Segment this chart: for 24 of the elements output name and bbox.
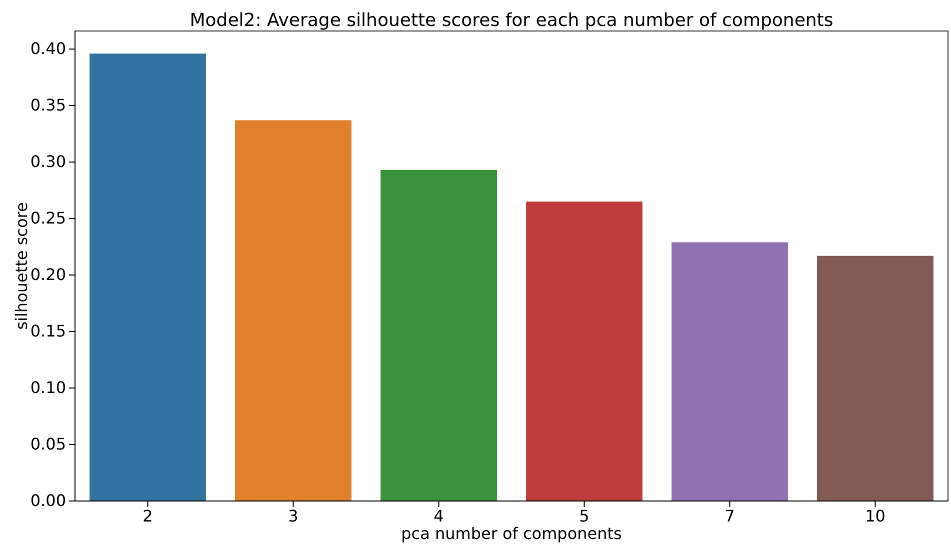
y-tick-label: 0.25 bbox=[30, 208, 66, 228]
y-tick-label: 0.20 bbox=[30, 265, 66, 284]
x-tick-label: 2 bbox=[142, 506, 153, 526]
bar bbox=[380, 170, 497, 501]
bar bbox=[672, 242, 788, 501]
y-tick-label: 0.10 bbox=[30, 378, 66, 398]
x-tick-label: 5 bbox=[579, 506, 590, 526]
bar bbox=[90, 54, 206, 501]
x-tick-label: 7 bbox=[724, 506, 735, 526]
y-tick-label: 0.30 bbox=[30, 152, 66, 172]
bar bbox=[235, 120, 352, 501]
y-tick-label: 0.00 bbox=[30, 491, 66, 510]
y-tick-label: 0.40 bbox=[30, 39, 66, 58]
y-tick-label: 0.15 bbox=[30, 322, 66, 341]
bar bbox=[817, 256, 934, 501]
bar bbox=[526, 202, 642, 501]
y-tick-label: 0.35 bbox=[30, 96, 66, 115]
y-tick-label: 0.05 bbox=[30, 434, 66, 454]
y-axis-title: silhouette score bbox=[12, 202, 31, 330]
x-axis-title: pca number of components bbox=[401, 524, 622, 543]
chart-title: Model2: Average silhouette scores for each pca number of components bbox=[190, 10, 834, 31]
x-tick-label: 3 bbox=[288, 506, 298, 526]
x-tick-label: 4 bbox=[434, 506, 444, 526]
x-tick-label: 10 bbox=[865, 506, 886, 526]
